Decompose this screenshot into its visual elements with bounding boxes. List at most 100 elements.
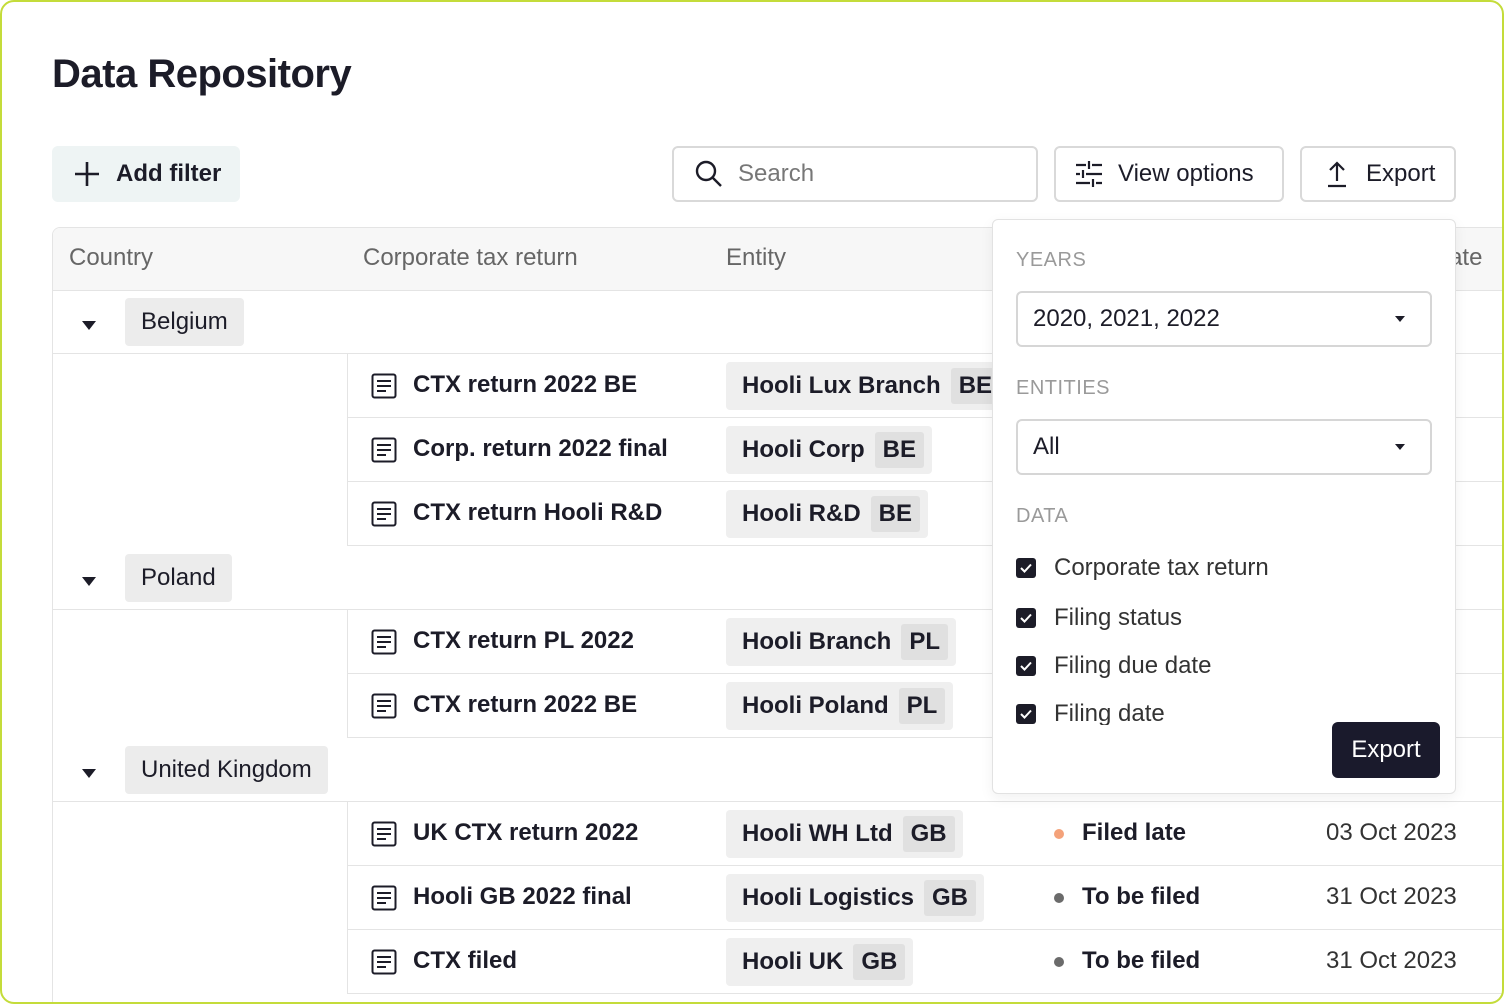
option-label: Corporate tax return [1054,554,1269,581]
years-select[interactable]: 2020, 2021, 2022 [1016,291,1432,347]
document-icon [371,693,397,724]
table-row[interactable]: CTX return 2022 BE Hooli Lux Branch BE [347,354,1502,418]
caret-icon [1395,316,1405,322]
column-header: Country [69,244,154,271]
caret-icon [1395,444,1405,450]
page-title: Data Repository [52,52,352,96]
document-icon [371,885,397,916]
section-label: ENTITIES [1016,377,1111,399]
checkbox[interactable] [1016,558,1036,578]
entity-chip: Hooli Poland PL [726,682,954,730]
entity-chip: Hooli Lux Branch BE [726,362,1009,410]
country-code: GB [853,944,906,980]
table-row[interactable]: Corp. return 2022 final Hooli Corp BE [347,418,1502,482]
entity-name: Hooli Lux Branch [742,372,941,399]
data-options: Corporate tax return Filing status Filing … [1016,550,1436,725]
filing-due-date: 03 Oct 2023 [1326,819,1457,846]
checkbox-option[interactable]: Filing status [1016,603,1182,633]
select-value: All [1033,433,1060,460]
country-code: GB [924,880,977,916]
option-label: Filing due date [1054,652,1212,679]
check-mark [1020,563,1032,573]
entities-select[interactable]: All [1016,419,1432,475]
section-label: YEARS [1016,249,1087,271]
column-header: Entity [726,244,787,271]
table-row[interactable]: UK CTX return 2022 Hooli WH Ltd GB Filed la… [347,802,1502,866]
document-icon-svg [371,821,397,847]
status-dot [1054,829,1064,839]
country-code: GB [902,816,955,852]
entity-chip: Hooli R&D BE [726,490,928,538]
country-chip: Poland [125,554,232,602]
popover-export-button[interactable]: Export [1332,722,1440,778]
checkbox-option[interactable]: Filing due date [1016,651,1211,681]
entity-name: Hooli WH Ltd [742,820,893,847]
table-row[interactable]: CTX filed Hooli UK GB To be filed 31 Oct 202… [347,930,1502,994]
entity-name: Hooli UK [742,948,844,975]
document-icon-svg [371,693,397,719]
return-name: CTX return 2022 BE [413,371,638,398]
view-options-button[interactable]: View options [1054,146,1284,202]
checkbox-option[interactable]: Corporate tax return [1016,553,1269,583]
check-mark [1020,613,1032,623]
collapse-caret-svg [82,577,96,586]
group-row[interactable]: Poland [53,546,1502,610]
table-row[interactable]: Hooli GB 2022 final Hooli Logistics GB To b… [347,866,1502,930]
upload-icon [1328,161,1346,188]
table-row[interactable]: CTX return PL 2022 Hooli Branch PL [347,610,1502,674]
add-filter-button[interactable]: Add filter [52,146,240,202]
document-icon [371,949,397,980]
return-name: CTX return PL 2022 [413,627,634,654]
document-icon-svg [371,501,397,527]
filing-status: To be filed [1082,883,1201,910]
view-options-popover: YEARS 2020, 2021, 2022 ENTITIES All DATA… [992,219,1456,794]
entity-name: Hooli Logistics [742,884,915,911]
entity-chip: Hooli Branch PL [726,618,957,666]
search-icon [695,160,722,187]
filing-status: Filed late [1082,819,1187,846]
search-input[interactable]: Search [672,146,1038,202]
table-row[interactable]: CTX return 2022 BE Hooli Poland PL [347,674,1502,738]
export-button[interactable]: Export [1300,146,1456,202]
document-icon [371,821,397,852]
country-code: BE [870,496,920,532]
document-icon-svg [371,949,397,975]
option-label: Filing date [1054,700,1165,725]
button-label: Export [1366,160,1436,187]
filing-status: To be filed [1082,947,1201,974]
collapse-caret [82,317,96,335]
group-row[interactable]: Belgium [53,290,1502,354]
checkbox-option[interactable]: Filing date [1016,699,1165,725]
entity-chip: Hooli Logistics GB [726,874,985,922]
country-chip: United Kingdom [125,746,328,794]
filing-due-date: 31 Oct 2023 [1326,883,1457,910]
group-row[interactable]: United Kingdom [53,738,1502,802]
entity-chip: Hooli WH Ltd GB [726,810,963,858]
option-label: Filing status [1054,604,1183,631]
return-name: Hooli GB 2022 final [413,883,632,910]
checkbox[interactable] [1016,656,1036,676]
entity-chip: Hooli UK GB [726,938,914,986]
select-value: 2020, 2021, 2022 [1033,305,1220,332]
return-name: CTX return 2022 BE [413,691,638,718]
return-name: UK CTX return 2022 [413,819,639,846]
return-name: CTX return Hooli R&D [413,499,663,526]
table-row[interactable]: CTX return Hooli R&D Hooli R&D BE [347,482,1502,546]
checkbox[interactable] [1016,704,1036,724]
country-chip: Belgium [125,298,244,346]
search-placeholder: Search [738,160,815,187]
collapse-caret [82,573,96,591]
filing-due-date: 31 Oct 2023 [1326,947,1457,974]
plus-icon [75,162,99,186]
country-code: PL [901,624,949,660]
entity-name: Hooli Corp [742,436,865,463]
collapse-caret-svg [82,769,96,778]
check-mark [1020,709,1032,719]
country-code: BE [950,368,1001,404]
checkbox[interactable] [1016,608,1036,628]
entity-name: Hooli R&D [742,500,861,527]
entity-name: Hooli Poland [742,692,889,719]
document-icon [371,629,397,660]
